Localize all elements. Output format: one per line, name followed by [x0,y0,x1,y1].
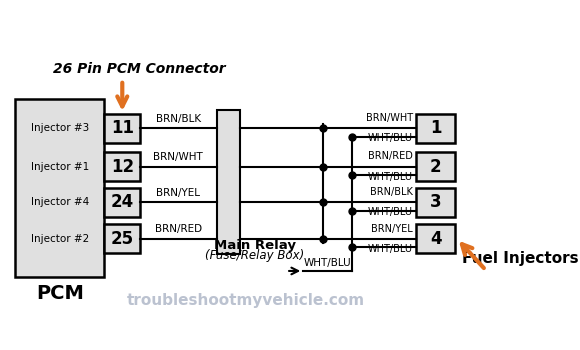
Bar [104,152,140,181]
Bar [416,224,455,253]
Text: BRN/YEL: BRN/YEL [371,224,413,233]
Text: BRN/RED: BRN/RED [368,152,413,161]
Text: WHT/BLU: WHT/BLU [304,258,351,267]
Text: 2: 2 [430,158,441,175]
Text: WHT/BLU: WHT/BLU [368,133,413,143]
Text: WHT/BLU: WHT/BLU [368,172,413,182]
Text: BRN/BLK: BRN/BLK [156,114,201,124]
Bar [416,188,455,217]
Bar [416,114,455,143]
Text: BRN/WHT: BRN/WHT [154,152,203,162]
Text: BRN/RED: BRN/RED [155,224,202,234]
Text: 26 Pin PCM Connector: 26 Pin PCM Connector [53,62,226,76]
Text: 4: 4 [430,230,441,248]
Bar [15,99,104,277]
Text: 24: 24 [111,193,134,211]
Text: Injector #2: Injector #2 [31,234,89,244]
Text: WHT/BLU: WHT/BLU [368,207,413,217]
Text: BRN/BLK: BRN/BLK [370,187,413,197]
Bar [104,188,140,217]
Text: Injector #1: Injector #1 [31,161,89,171]
Text: Injector #4: Injector #4 [31,197,89,207]
Text: (Fuse/Relay Box): (Fuse/Relay Box) [205,250,304,262]
Text: 12: 12 [111,158,134,175]
Text: WHT/BLU: WHT/BLU [368,244,413,254]
Text: PCM: PCM [36,284,84,303]
Bar [416,152,455,181]
Text: BRN/WHT: BRN/WHT [365,113,413,123]
Bar [216,110,240,254]
Text: 11: 11 [111,119,134,137]
Text: troubleshootmyvehicle.com: troubleshootmyvehicle.com [127,293,365,308]
Text: BRN/YEL: BRN/YEL [157,188,200,198]
Text: Injector #3: Injector #3 [31,123,89,133]
Bar [104,224,140,253]
Text: Fuel Injectors: Fuel Injectors [462,251,579,266]
Text: 1: 1 [430,119,441,137]
Text: 3: 3 [430,193,441,211]
Text: Main Relay: Main Relay [214,239,296,252]
Text: 25: 25 [111,230,134,248]
Bar [104,114,140,143]
